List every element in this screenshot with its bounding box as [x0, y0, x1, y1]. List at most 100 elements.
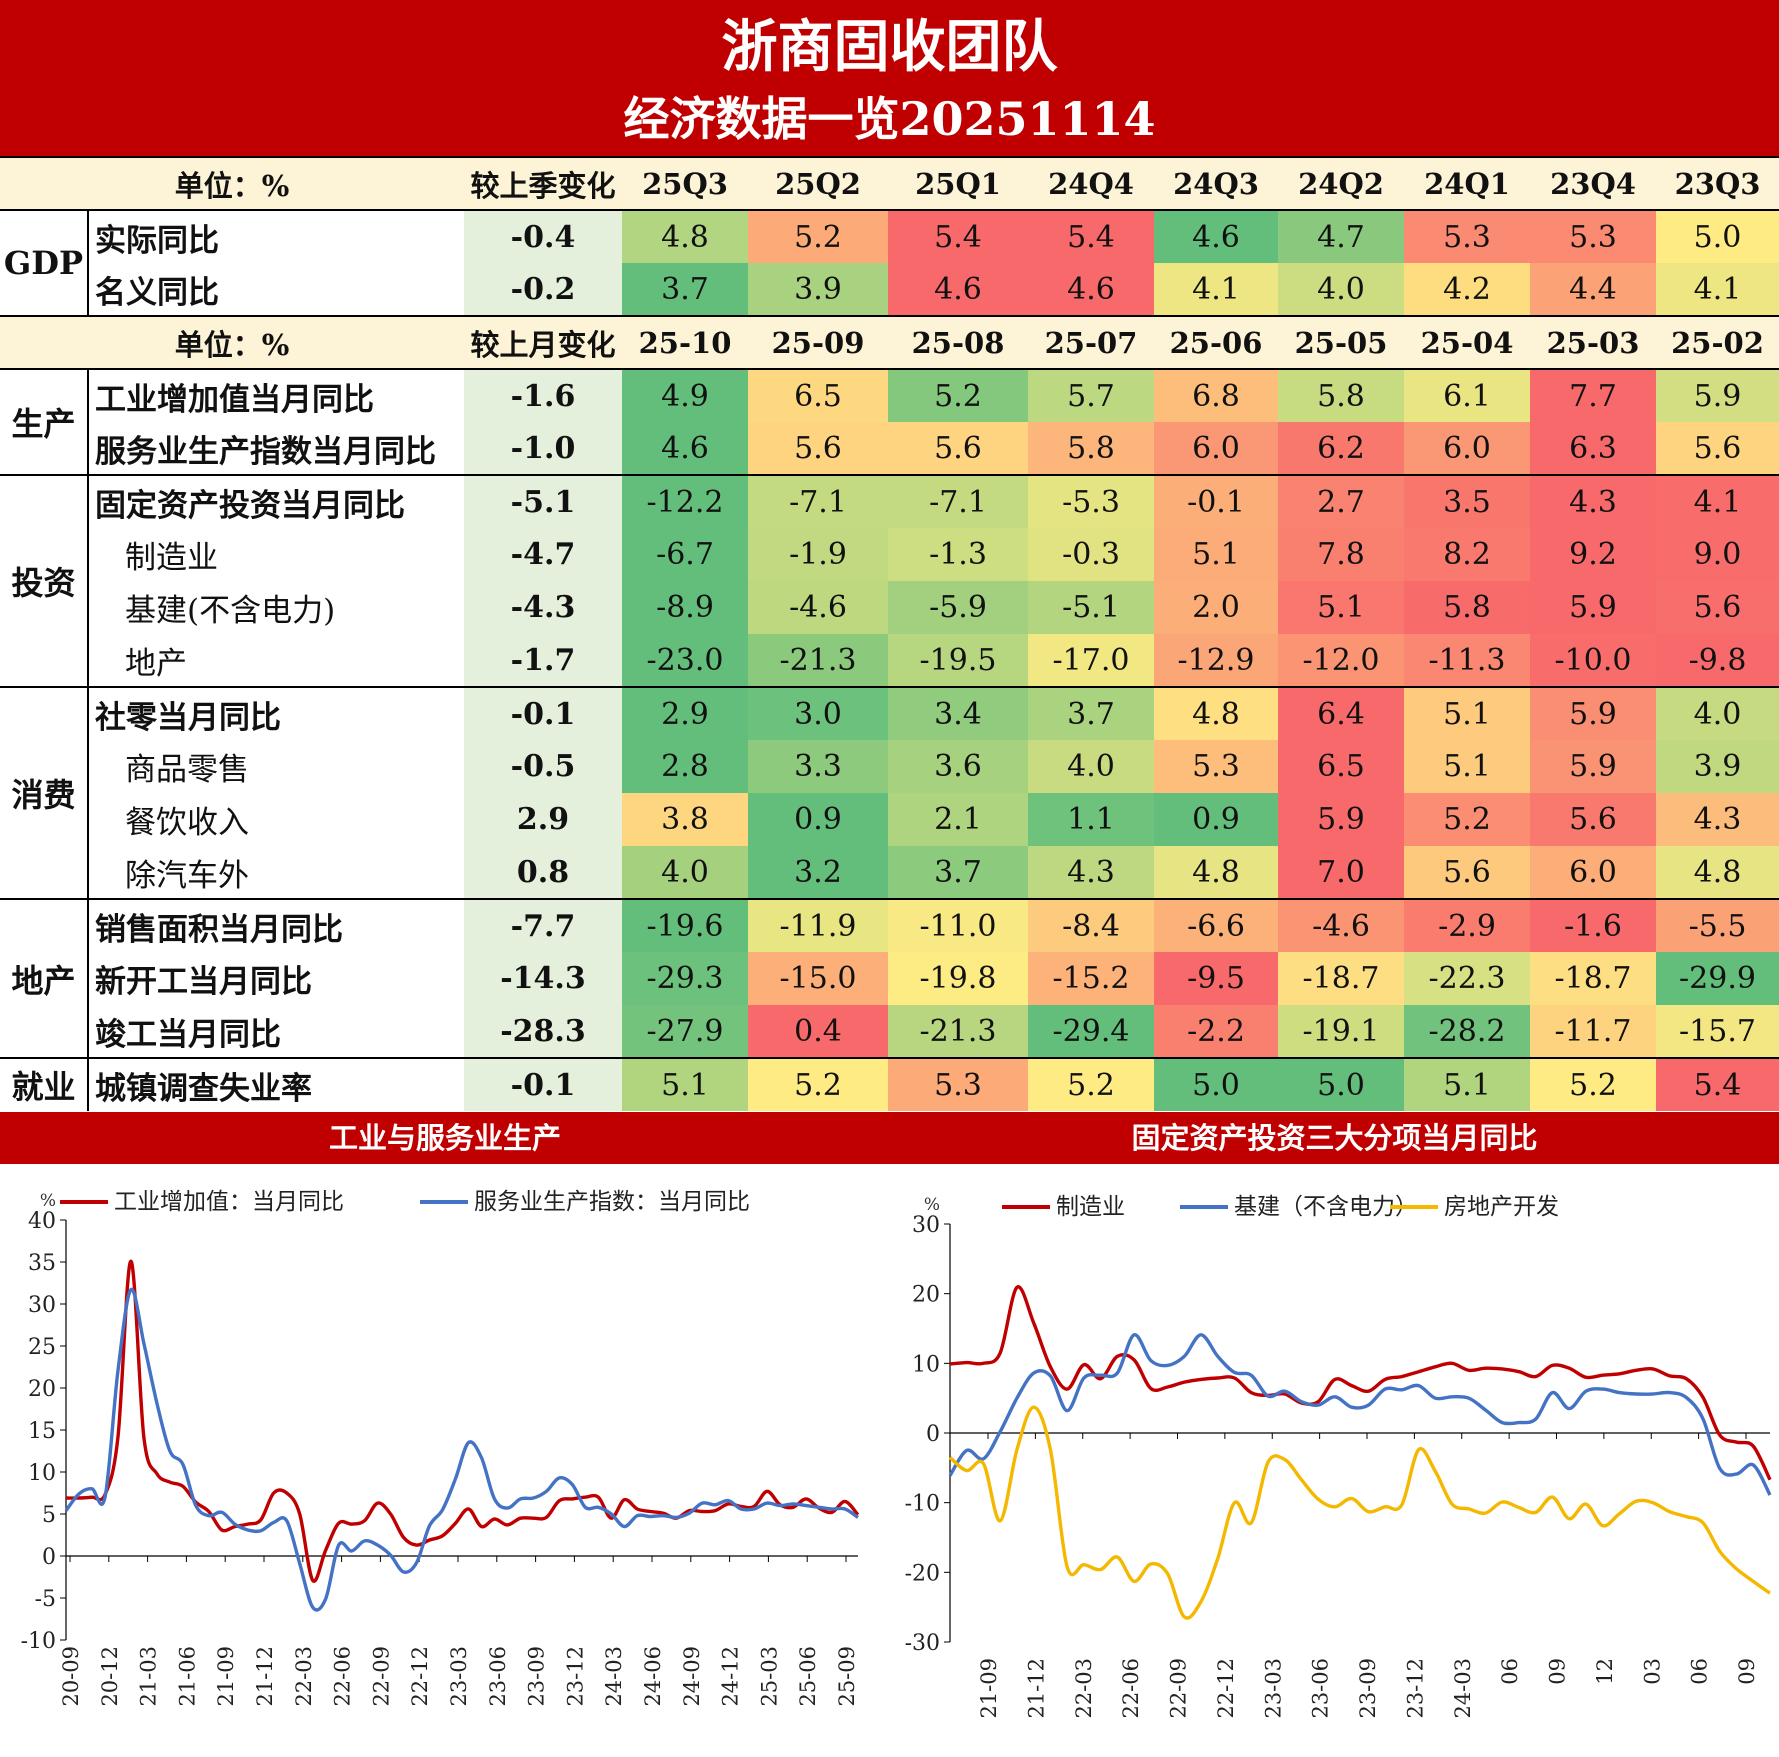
value-cell: 5.4 [888, 210, 1028, 263]
legend-label: 基建（不含电力） [1234, 1194, 1418, 1220]
value-cell: 0.9 [748, 793, 888, 846]
x-tick-label: 23-09 [525, 1646, 549, 1707]
value-cell: 5.3 [1154, 740, 1278, 793]
value-cell: 4.9 [622, 369, 748, 422]
row-label: 新开工当月同比 [88, 952, 464, 1005]
change-value: -4.7 [464, 528, 622, 581]
table-row: 商品零售 -0.5 2.8 3.3 3.6 4.0 5.3 6.5 5.1 5.9 3.9 [0, 740, 1779, 793]
value-cell: 5.7 [1028, 369, 1154, 422]
x-tick-label: 22-06 [331, 1646, 355, 1707]
header-change: 较上月变化 [464, 316, 622, 369]
value-cell: 6.8 [1154, 369, 1278, 422]
x-tick-label: 09 [1546, 1658, 1570, 1685]
value-cell: -5.1 [1028, 581, 1154, 634]
row-label: 竣工当月同比 [88, 1005, 464, 1058]
x-tick-label: 23-03 [1261, 1658, 1285, 1719]
chart1-title-bar: 工业与服务业生产 [0, 1112, 890, 1164]
value-cell: 4.8 [1154, 687, 1278, 740]
page-subtitle: 经济数据一览20251114 [623, 92, 1156, 146]
value-cell: 4.3 [1656, 793, 1779, 846]
value-cell: 4.0 [1028, 740, 1154, 793]
value-cell: 9.0 [1656, 528, 1779, 581]
row-label: 城镇调查失业率 [88, 1058, 464, 1111]
value-cell: -19.5 [888, 634, 1028, 687]
y-tick-label: 5 [42, 1503, 56, 1528]
value-cell: 3.3 [748, 740, 888, 793]
value-cell: 5.2 [748, 210, 888, 263]
x-tick-label: 21-12 [1024, 1658, 1048, 1719]
value-cell: 4.6 [1154, 210, 1278, 263]
change-value: -0.5 [464, 740, 622, 793]
table-row: 制造业 -4.7 -6.7 -1.9 -1.3 -0.3 5.1 7.8 8.2 9.2 9.0 [0, 528, 1779, 581]
value-cell: 5.4 [1028, 210, 1154, 263]
value-cell: 5.9 [1530, 740, 1656, 793]
row-label: 商品零售 [88, 740, 464, 793]
table-row: 基建(不含电力) -4.3 -8.9 -4.6 -5.9 -5.1 2.0 5.1 5.8 5.9… [0, 581, 1779, 634]
value-cell: 5.0 [1278, 1058, 1404, 1111]
industrial-services-chart: % -10 -5 0 5 10 15 20 25 30 35 40 20-09 20-12 21-03 21-… [21, 1189, 860, 1707]
value-cell: 5.2 [1404, 793, 1530, 846]
row-label: 服务业生产指数当月同比 [88, 422, 464, 475]
x-tick-label: 12 [1593, 1658, 1617, 1685]
title-banner: 浙商固收团队 经济数据一览20251114 [0, 0, 1779, 156]
value-cell: 5.6 [888, 422, 1028, 475]
row-label: 名义同比 [88, 263, 464, 316]
x-tick-label: 09 [1735, 1658, 1759, 1685]
chart1-title: 工业与服务业生产 [328, 1121, 561, 1155]
x-tick-label: 20-12 [98, 1646, 122, 1707]
legend-label: 房地产开发 [1444, 1194, 1559, 1220]
value-cell: 0.4 [748, 1005, 888, 1058]
value-cell: -6.7 [622, 528, 748, 581]
value-cell: 5.0 [1154, 1058, 1278, 1111]
value-cell: 5.1 [1154, 528, 1278, 581]
y-tick-label: 35 [28, 1251, 56, 1276]
x-tick-label: 24-03 [602, 1646, 626, 1707]
value-cell: 3.8 [622, 793, 748, 846]
value-cell: 5.9 [1656, 369, 1779, 422]
value-cell: 7.7 [1530, 369, 1656, 422]
header-period: 25Q3 [622, 157, 748, 210]
y-tick-label: 40 [28, 1209, 56, 1234]
change-value: 0.8 [464, 846, 622, 899]
y-tick-label: 30 [912, 1213, 940, 1238]
x-tick-label: 23-09 [1356, 1658, 1380, 1719]
value-cell: -15.7 [1656, 1005, 1779, 1058]
value-cell: 4.1 [1656, 475, 1779, 528]
y-tick-label: -10 [905, 1492, 940, 1517]
x-tick-label: 21-09 [214, 1646, 238, 1707]
value-cell: -4.6 [1278, 899, 1404, 952]
value-cell: 6.1 [1404, 369, 1530, 422]
header-period: 25-10 [622, 316, 748, 369]
x-tick-label: 24-03 [1451, 1658, 1475, 1719]
value-cell: 5.1 [1404, 1058, 1530, 1111]
series-line-2 [948, 1405, 1771, 1620]
value-cell: -11.0 [888, 899, 1028, 952]
value-cell: 4.6 [888, 263, 1028, 316]
header-unit: 单位：% [0, 316, 464, 369]
row-label: 基建(不含电力) [88, 581, 464, 634]
table-header-row: 单位：% 较上季变化 25Q3 25Q2 25Q1 24Q4 24Q3 24Q2 24Q1 23Q… [0, 157, 1779, 210]
value-cell: 6.0 [1154, 422, 1278, 475]
table-row: 生产 工业增加值当月同比 -1.6 4.9 6.5 5.2 5.7 6.8 5.8 6.1 7.7 5… [0, 369, 1779, 475]
x-tick-label: 25-09 [835, 1646, 859, 1707]
value-cell: 5.6 [1656, 581, 1779, 634]
value-cell: -5.3 [1028, 475, 1154, 528]
value-cell: 5.6 [1530, 793, 1656, 846]
value-cell: 3.5 [1404, 475, 1530, 528]
header-period: 25-06 [1154, 316, 1278, 369]
x-tick-label: 23-06 [1309, 1658, 1333, 1719]
value-cell: -28.2 [1404, 1005, 1530, 1058]
value-cell: 5.2 [1028, 1058, 1154, 1111]
legend-label: 工业增加值：当月同比 [114, 1189, 344, 1215]
value-cell: 5.8 [1404, 581, 1530, 634]
value-cell: -12.0 [1278, 634, 1404, 687]
value-cell: 6.2 [1278, 422, 1404, 475]
value-cell: 5.1 [1404, 687, 1530, 740]
value-cell: -9.8 [1656, 634, 1779, 687]
value-cell: 5.8 [1028, 422, 1154, 475]
change-value: -0.1 [464, 687, 622, 740]
y-tick-label: 20 [28, 1377, 56, 1402]
series-line-1 [64, 1287, 859, 1612]
header-period: 23Q4 [1530, 157, 1656, 210]
x-tick-label: 22-03 [1072, 1658, 1096, 1719]
